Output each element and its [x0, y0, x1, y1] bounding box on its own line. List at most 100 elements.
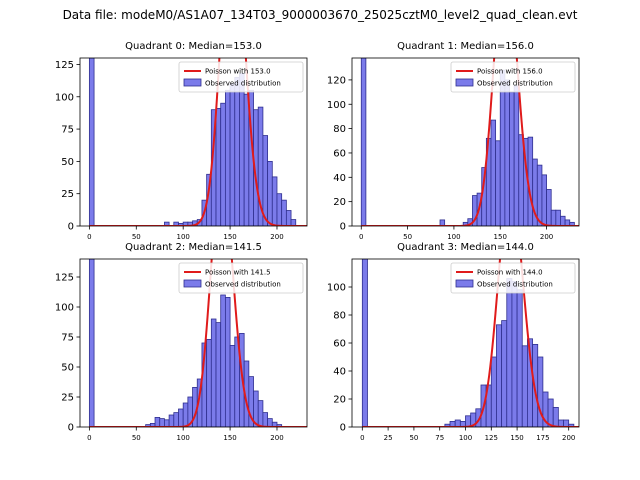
histogram-bar: [285, 210, 292, 226]
y-tick-label: 80: [333, 124, 346, 135]
y-tick-label: 0: [68, 222, 74, 233]
x-tick-label: 200: [270, 233, 283, 241]
histogram-bar: [490, 119, 497, 226]
histogram-bar: [560, 215, 566, 226]
histogram-bar: [271, 176, 278, 226]
histogram-bar: [220, 294, 226, 427]
axes-frame: [79, 57, 308, 227]
legend-bar-swatch: [455, 279, 474, 288]
y-tick-label: 40: [333, 367, 346, 378]
y-tick-label: 125: [55, 60, 74, 71]
legend-label-observed: Observed distribution: [205, 80, 281, 88]
y-tick-label: 100: [327, 100, 346, 111]
x-tick-label: 100: [176, 233, 189, 241]
x-tick-label: 50: [132, 233, 141, 241]
plot-area: [361, 259, 579, 427]
histogram-bar: [267, 160, 273, 226]
x-tick-label: 0: [359, 233, 363, 241]
histogram-bar: [518, 134, 524, 226]
legend-label-poisson: Poisson with 156.0: [477, 68, 543, 76]
x-tick-label: 200: [270, 434, 283, 442]
legend-bar-swatch: [455, 78, 474, 87]
y-tick-label: 0: [340, 222, 346, 233]
y-tick-label: 40: [333, 173, 346, 184]
histogram-bar: [495, 140, 501, 226]
legend-bar-swatch: [183, 279, 202, 288]
histogram-bar: [224, 296, 231, 427]
histogram-bar: [229, 344, 236, 427]
histogram-bar: [215, 322, 222, 427]
y-tick-label: 20: [333, 197, 346, 208]
histogram-bar: [210, 318, 217, 427]
y-tick-label: 80: [333, 311, 346, 322]
y-tick-label: 25: [61, 189, 74, 200]
histogram-bar: [88, 58, 95, 226]
histogram-bar: [229, 83, 236, 226]
histogram-bar: [164, 419, 170, 427]
histogram-bar: [243, 93, 250, 226]
x-tick-label: 50: [132, 434, 141, 442]
subplot-0: 0 25 50 75 100 125 0 50 100 150 200 Quadrant 0: Med…: [55, 41, 308, 241]
histogram-bar: [501, 320, 508, 427]
histogram-bar: [262, 412, 269, 427]
histogram-bar: [159, 418, 165, 427]
x-tick-label: 100: [459, 434, 472, 442]
poisson-curve: [362, 259, 579, 427]
poisson-curve: [89, 58, 307, 226]
subplot-title: Quadrant 3: Median=144.0: [397, 242, 534, 253]
subplot-title: Quadrant 1: Median=156.0: [397, 41, 534, 52]
subplot-2: 0 25 50 75 100 125 0 50 100 150 200 Quadrant 2: Med…: [55, 242, 308, 442]
x-tick-label: 50: [409, 434, 418, 442]
y-tick-label: 60: [333, 148, 346, 159]
x-tick-label: 0: [87, 233, 91, 241]
histogram-bar: [276, 193, 283, 226]
histogram-bar: [511, 280, 518, 427]
x-tick-label: 175: [536, 434, 549, 442]
y-tick-label: 50: [61, 363, 74, 374]
histogram-bar: [499, 69, 506, 226]
legend-box: [178, 262, 304, 294]
y-tick-label: 20: [333, 395, 346, 406]
histogram-bar: [454, 419, 461, 427]
histogram-bar: [536, 164, 543, 226]
histogram-bar: [568, 423, 575, 427]
histogram-bar: [281, 199, 287, 226]
histogram-bar: [496, 324, 503, 427]
x-tick-label: 150: [223, 434, 236, 442]
histogram-bar: [164, 221, 170, 226]
legend-label-observed: Observed distribution: [477, 80, 553, 88]
axes-frame: [79, 258, 308, 428]
y-tick-label: 0: [340, 423, 346, 434]
poisson-curve: [361, 58, 579, 226]
histogram-bar: [206, 338, 212, 427]
histogram-bar: [516, 289, 523, 427]
x-tick-label: 200: [562, 434, 575, 442]
figure-suptitle: Data file: modeM0/AS1A07_134T03_90000036…: [62, 8, 578, 22]
histogram-bar: [563, 419, 570, 427]
y-tick-label: 125: [55, 273, 74, 284]
histogram-bar: [234, 76, 240, 226]
histogram-bar: [513, 85, 520, 226]
histogram-bar: [88, 259, 95, 427]
histogram-bar: [550, 209, 557, 226]
x-tick-label: 150: [223, 233, 236, 241]
x-tick-label: 200: [540, 233, 553, 241]
x-tick-label: 150: [494, 233, 507, 241]
legend-box: [178, 61, 304, 93]
histogram-bar: [178, 408, 184, 427]
subplot-3: 0 20 40 60 80 100 0 25 50 75 100 125 150 175 200 Quadra…: [327, 242, 580, 442]
x-tick-label: 150: [510, 434, 523, 442]
legend-label-observed: Observed distribution: [205, 281, 281, 289]
x-tick-label: 0: [87, 434, 91, 442]
histogram-bar: [504, 79, 510, 226]
histogram-bar: [361, 259, 368, 427]
histogram-bar: [506, 278, 513, 427]
y-tick-label: 50: [61, 157, 74, 168]
histogram-bar: [521, 345, 528, 427]
histogram-bar: [257, 400, 264, 427]
plot-area: [360, 58, 579, 226]
subplot-1: 0 20 40 60 80 100 120 0 50 100 150 200 Quadrant 1: M…: [327, 41, 580, 241]
axes-frame: [351, 57, 580, 227]
histogram-bar: [547, 398, 554, 427]
